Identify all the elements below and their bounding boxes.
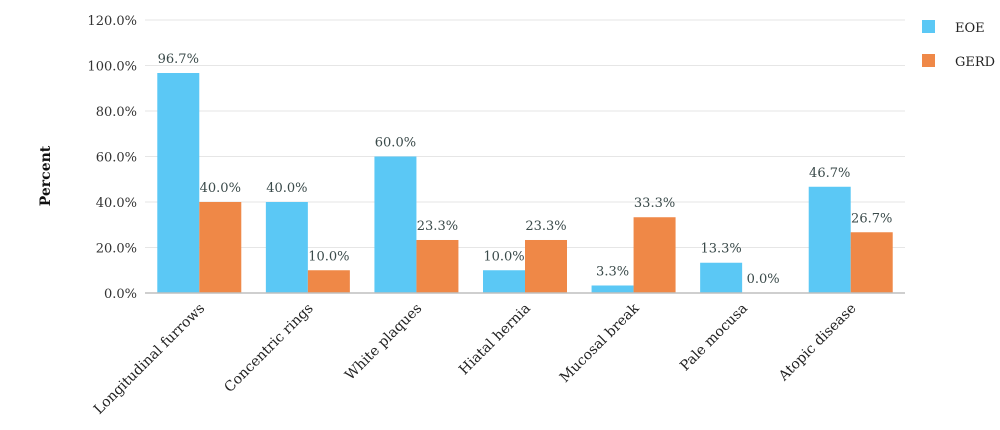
bar-eoe bbox=[374, 156, 417, 293]
y-tick-label: 20.0% bbox=[96, 242, 137, 257]
y-tick-label: 0.0% bbox=[104, 287, 137, 302]
data-label-eoe: 10.0% bbox=[483, 249, 524, 264]
bar-gerd bbox=[633, 217, 676, 293]
legend-swatch-gerd bbox=[922, 54, 935, 67]
data-labels: 96.7%40.0% 40.0%10.0%60.0%23.3%10.0%23.3%… bbox=[158, 52, 893, 287]
bar-gerd bbox=[307, 270, 350, 293]
y-axis-title: Percent bbox=[38, 145, 54, 206]
legend-label-eoe: EOE bbox=[955, 21, 985, 36]
category-label: Concentric rings bbox=[221, 301, 316, 396]
bars bbox=[157, 73, 893, 293]
data-label-gerd: 26.7% bbox=[851, 211, 892, 226]
bar-gerd bbox=[850, 232, 893, 293]
category-label: White plaques bbox=[342, 301, 425, 384]
category-label: Mucosal break bbox=[557, 300, 643, 386]
category-label: Hiatal hernia bbox=[456, 301, 534, 379]
data-label-gerd: 10.0% bbox=[308, 249, 349, 264]
y-tick-label: 80.0% bbox=[96, 105, 137, 120]
gridlines bbox=[145, 19, 905, 248]
y-tick-label: 60.0% bbox=[96, 151, 137, 166]
data-label-eoe: 60.0% bbox=[375, 136, 416, 151]
legend-swatch-eoe bbox=[922, 20, 935, 33]
data-label-eoe: 96.7% bbox=[158, 52, 199, 67]
y-tick-label: 120.0% bbox=[87, 14, 137, 29]
data-label-eoe: 46.7% bbox=[809, 166, 850, 181]
bar-eoe bbox=[700, 262, 743, 293]
data-label-gerd: 33.3% bbox=[634, 196, 675, 211]
bar-eoe bbox=[591, 285, 634, 293]
category-label: Pale mocusa bbox=[677, 301, 751, 375]
category-label: Longitudinal furrows bbox=[91, 301, 208, 418]
bar-eoe bbox=[157, 73, 200, 293]
bar-gerd bbox=[199, 202, 242, 293]
bar-eoe bbox=[808, 186, 851, 293]
legend: EOE GERD bbox=[922, 20, 995, 70]
legend-label-gerd: GERD bbox=[955, 55, 995, 70]
x-axis-categories: Longitudinal furrows Concentric rings Whit… bbox=[91, 300, 860, 418]
data-label-gerd: 23.3% bbox=[525, 219, 566, 234]
y-tick-label: 40.0% bbox=[96, 196, 137, 211]
data-label-gerd: 40.0% bbox=[200, 181, 241, 196]
bar-eoe bbox=[265, 202, 308, 293]
bar-eoe bbox=[483, 270, 525, 293]
data-label-eoe: 3.3% bbox=[596, 264, 629, 279]
y-axis-ticks: 0.0% 20.0% 40.0% 60.0% 80.0% 100.0% 120.0% bbox=[87, 14, 137, 302]
data-label-eoe: 40.0% bbox=[266, 181, 307, 196]
bar-gerd bbox=[525, 239, 567, 293]
data-label-gerd: 0.0% bbox=[747, 272, 780, 287]
data-label-gerd: 23.3% bbox=[417, 219, 458, 234]
category-label: Atopic disease bbox=[775, 301, 859, 385]
data-label-eoe: 13.3% bbox=[700, 242, 741, 257]
y-tick-label: 100.0% bbox=[87, 60, 137, 75]
bar-gerd bbox=[416, 239, 459, 293]
